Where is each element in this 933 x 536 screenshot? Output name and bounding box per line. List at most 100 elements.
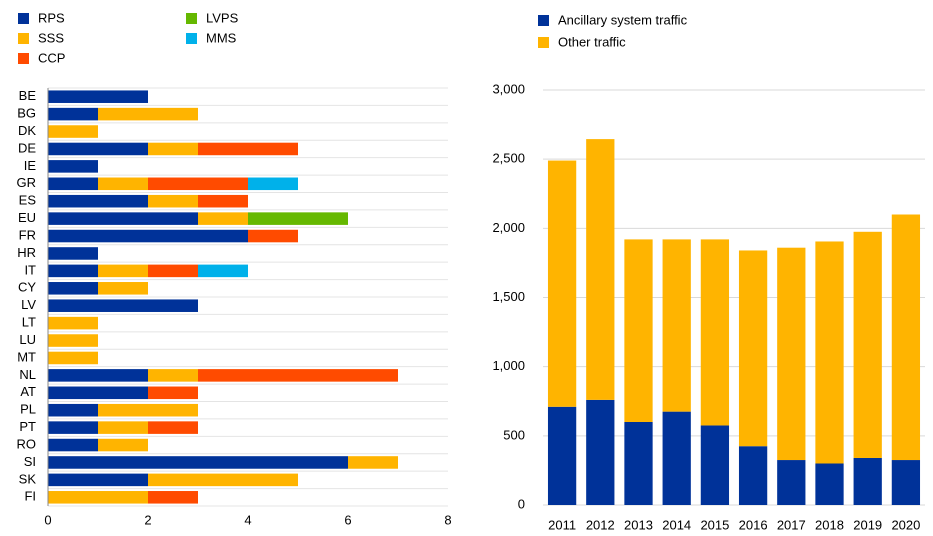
bar-segment [198,212,248,225]
x-tick-label: 2014 [662,517,691,531]
y-tick-label: LU [19,332,36,347]
y-tick-label: FI [24,489,36,504]
y-tick-label: CY [18,280,36,295]
bar-segment [624,422,653,505]
legend-swatch [18,13,29,24]
bar-segment [48,247,98,260]
y-tick-label: ES [19,193,37,208]
bar-segment [48,160,98,173]
bar-segment [148,421,198,434]
x-tick-label: 2018 [815,517,844,531]
legend-swatch [538,37,549,48]
bar-segment [48,212,198,225]
y-tick-label: BE [19,88,37,103]
bar-segment [98,107,198,121]
legend-swatch [18,33,29,44]
bar-segment [48,473,148,487]
legend-label: Other traffic [558,34,626,49]
bar-segment [48,334,98,347]
bar-segment [148,473,298,487]
bar-segment [700,425,730,505]
bar-segment [48,194,148,208]
bar-segment [815,241,844,464]
bar-segment [48,229,248,243]
x-tick-label: 2013 [624,517,653,531]
bar-segment [98,282,148,295]
y-tick-label: MT [17,349,36,364]
bar-segment [248,212,348,225]
legend-swatch [186,13,197,24]
legend-label: LVPS [206,10,239,25]
bar-segment [662,239,691,412]
bar-segment [198,194,248,208]
y-tick-label: 1,000 [492,358,525,373]
x-tick-label: 8 [444,512,451,527]
y-tick-label: 500 [503,427,525,442]
legend-label: CCP [38,50,65,65]
x-tick-label: 2020 [891,517,920,531]
bar-segment [48,386,148,400]
bar-segment [777,247,806,461]
bar-segment [853,457,882,505]
bar-segment [48,177,98,191]
x-tick-label: 2019 [853,517,882,531]
y-tick-label: 3,000 [492,81,525,96]
bar-segment [853,231,882,458]
bar-segment [48,421,98,434]
bar-segment [148,264,198,278]
x-tick-label: 2011 [548,517,576,531]
bar-segment [48,316,98,330]
bar-segment [662,411,691,505]
x-tick-label: 4 [244,512,251,527]
bar-segment [48,351,98,365]
legend-label: MMS [206,30,237,45]
bar-segment [48,403,98,417]
bar-segment [48,369,148,382]
bar-segment [198,142,298,156]
bar-segment [198,369,398,382]
y-tick-label: IE [24,158,37,173]
bar-segment [738,446,768,505]
y-tick-label: 1,500 [492,289,525,304]
y-tick-label: RO [17,436,37,451]
y-tick-label: 2,500 [492,151,525,166]
y-tick-label: DE [18,140,36,155]
bar-segment [148,142,198,156]
legend-label: RPS [38,10,65,25]
bar-segment [700,239,730,426]
bar-segment [891,460,921,505]
bar-segment [777,460,806,505]
x-tick-label: 6 [344,512,351,527]
y-tick-label: 0 [518,496,525,511]
y-tick-label: IT [24,262,36,277]
x-tick-label: 2016 [739,517,768,531]
bar-segment [738,250,768,447]
bar-segment [48,142,148,156]
bar-segment [48,107,98,121]
legend-label: Ancillary system traffic [558,12,688,27]
x-tick-label: 0 [44,512,51,527]
y-tick-label: FR [19,227,36,242]
y-tick-label: HR [17,245,36,260]
x-tick-label: 2012 [586,517,615,531]
bar-segment [98,421,148,434]
bar-segment [891,214,921,461]
bar-segment [198,264,248,278]
bar-segment [98,403,198,417]
y-tick-label: 2,000 [492,220,525,235]
bar-segment [148,491,198,504]
y-tick-label: PL [20,402,36,417]
bar-segment [48,125,98,138]
y-tick-label: AT [20,384,36,399]
bar-segment [48,456,348,469]
y-tick-label: SK [19,471,37,486]
bar-segment [586,139,615,400]
y-tick-label: BG [17,106,36,121]
x-tick-label: 2015 [700,517,729,531]
bar-segment [48,282,98,295]
bar-segment [547,406,577,505]
bar-segment [48,299,198,312]
y-tick-label: SI [24,454,36,469]
bar-segment [148,386,198,400]
